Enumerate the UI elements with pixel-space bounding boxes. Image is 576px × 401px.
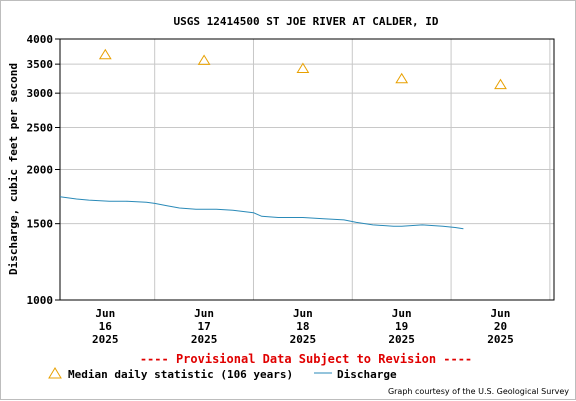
provisional-note: ---- Provisional Data Subject to Revisio…	[140, 352, 472, 366]
x-tick-label-year: 2025	[92, 333, 119, 346]
x-tick-label-day: 18	[296, 320, 309, 333]
x-tick-label-year: 2025	[290, 333, 317, 346]
x-axis: Jun162025Jun172025Jun182025Jun192025Jun2…	[92, 307, 514, 346]
median-triangle-marker	[98, 48, 112, 60]
x-tick-label-year: 2025	[388, 333, 415, 346]
y-tick-label: 4000	[27, 33, 54, 46]
x-tick-label-day: 16	[99, 320, 113, 333]
x-tick-label-mon: Jun	[392, 307, 412, 320]
legend-median-label: Median daily statistic (106 years)	[68, 368, 293, 381]
x-tick-label-mon: Jun	[194, 307, 214, 320]
y-tick-label: 2000	[27, 164, 54, 177]
y-axis: 1000 1500 2000 2500 3000 3500 4000	[27, 33, 60, 307]
y-tick-label: 3500	[27, 58, 54, 71]
median-triangle-marker	[296, 62, 310, 73]
credit-text: Graph courtesy of the U.S. Geological Su…	[388, 387, 569, 396]
y-tick-label: 3000	[27, 87, 54, 100]
x-tick-label-day: 17	[197, 320, 210, 333]
median-triangle-marker	[494, 78, 507, 90]
chart-title: USGS 12414500 ST JOE RIVER AT CALDER, ID	[174, 15, 439, 28]
x-tick-label-day: 20	[494, 320, 507, 333]
legend-discharge-label: Discharge	[337, 368, 397, 381]
legend-triangle-icon	[48, 367, 62, 379]
legend: Median daily statistic (106 years) Disch…	[48, 367, 397, 381]
discharge-line	[59, 196, 464, 230]
y-tick-label: 1000	[27, 294, 54, 307]
y-tick-label: 1500	[27, 218, 54, 231]
median-triangle-marker	[197, 54, 211, 65]
median-markers	[98, 48, 507, 90]
x-tick-label-mon: Jun	[293, 307, 313, 320]
y-axis-label: Discharge, cubic feet per second	[7, 63, 20, 275]
x-tick-label-year: 2025	[487, 333, 514, 346]
median-triangle-marker	[395, 72, 409, 84]
y-tick-label: 2500	[27, 121, 54, 134]
x-tick-label-mon: Jun	[491, 307, 511, 320]
x-tick-label-year: 2025	[191, 333, 218, 346]
grid	[60, 39, 554, 300]
x-tick-label-day: 19	[395, 320, 408, 333]
x-tick-label-mon: Jun	[95, 307, 115, 320]
